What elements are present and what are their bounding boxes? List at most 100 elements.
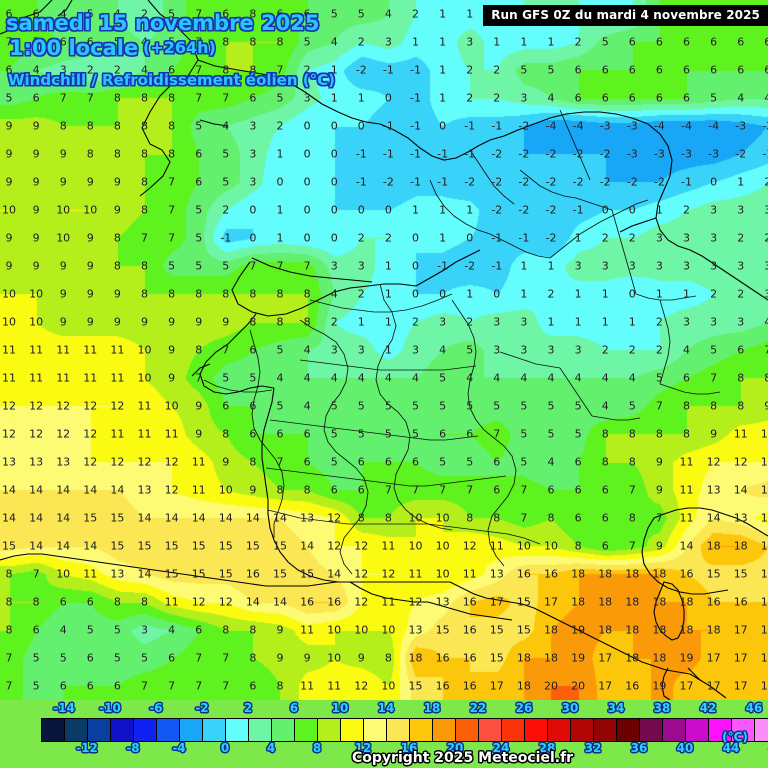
grid-value: 2: [764, 231, 768, 245]
legend-swatch[interactable]: [456, 719, 479, 741]
grid-value: 8: [222, 623, 230, 637]
legend-swatch[interactable]: [318, 719, 341, 741]
legend-swatch[interactable]: [226, 719, 249, 741]
legend-swatch[interactable]: [640, 719, 663, 741]
grid-value: 8: [222, 35, 230, 49]
grid-value: 8: [710, 399, 718, 413]
forecast-lead-label: (+264h): [143, 38, 216, 57]
legend-swatch[interactable]: [548, 719, 571, 741]
legend-swatch[interactable]: [387, 719, 410, 741]
grid-value: 16: [760, 539, 768, 553]
grid-value: -1: [410, 175, 421, 189]
grid-value: 3: [710, 231, 718, 245]
grid-value: 10: [435, 511, 450, 525]
legend-swatch[interactable]: [249, 719, 272, 741]
map-canvas[interactable]: 6645425768665542111222126666677665457888…: [0, 0, 768, 700]
grid-value: 4: [141, 63, 148, 77]
grid-value: 14: [2, 511, 16, 525]
legend-swatch[interactable]: [364, 719, 387, 741]
legend-swatch[interactable]: [157, 719, 180, 741]
legend-swatch[interactable]: [341, 719, 364, 741]
legend-swatch[interactable]: [617, 719, 640, 741]
grid-value: -1: [681, 175, 692, 189]
legend-swatch[interactable]: [203, 719, 226, 741]
grid-value: 5: [222, 259, 230, 273]
grid-value: 4: [737, 91, 745, 105]
legend-swatch[interactable]: [479, 719, 502, 741]
grid-value: 2: [655, 343, 663, 357]
legend-swatch[interactable]: [88, 719, 111, 741]
legend-swatch[interactable]: [111, 719, 134, 741]
legend-swatch[interactable]: [755, 719, 768, 741]
legend-tick: -4: [172, 741, 186, 755]
legend-swatch[interactable]: [525, 719, 548, 741]
grid-value: 15: [435, 623, 450, 637]
grid-value: 16: [245, 567, 260, 581]
grid-value: 7: [195, 679, 203, 693]
grid-value: 2: [357, 35, 365, 49]
grid-value: 13: [137, 483, 152, 497]
color-scale-bar[interactable]: [41, 718, 768, 742]
grid-value: 3: [412, 343, 419, 357]
grid-value: 16: [327, 595, 342, 609]
legend-swatch[interactable]: [502, 719, 525, 741]
legend-swatch[interactable]: [65, 719, 88, 741]
grid-value: 14: [110, 483, 125, 497]
legend-swatch[interactable]: [410, 719, 433, 741]
grid-value: 2: [764, 175, 768, 189]
grid-value: 0: [384, 203, 392, 217]
color-scale-legend[interactable]: (°C) -14-10-6-2261014182226303438424650-…: [0, 700, 768, 768]
legend-tick: 10: [331, 701, 349, 715]
grid-value: 3: [520, 343, 528, 357]
grid-value: 11: [300, 679, 315, 693]
grid-value: 6: [601, 63, 609, 77]
grid-value: 9: [5, 147, 13, 161]
legend-swatch[interactable]: [709, 719, 732, 741]
grid-value: 16: [435, 651, 450, 665]
grid-value: -1: [410, 119, 421, 133]
grid-value: 11: [679, 483, 694, 497]
legend-swatch[interactable]: [594, 719, 617, 741]
grid-value: 5: [195, 119, 203, 133]
legend-swatch[interactable]: [732, 719, 755, 741]
grid-value: 6: [195, 175, 203, 189]
grid-value: 0: [357, 119, 365, 133]
legend-swatch[interactable]: [295, 719, 318, 741]
grid-value: 13: [408, 623, 423, 637]
legend-swatch[interactable]: [42, 719, 65, 741]
grid-value: 14: [273, 595, 287, 609]
grid-value: 7: [195, 371, 203, 385]
grid-value: 6: [574, 63, 582, 77]
grid-value: 2: [737, 231, 745, 245]
grid-value: -2: [545, 231, 557, 245]
grid-value: 14: [327, 567, 342, 581]
grid-value: 4: [547, 91, 555, 105]
legend-swatch[interactable]: [571, 719, 594, 741]
grid-value: 6: [330, 483, 338, 497]
legend-swatch[interactable]: [272, 719, 295, 741]
grid-value: 0: [710, 175, 718, 189]
grid-value: 11: [2, 371, 16, 385]
grid-value: 5: [466, 455, 474, 469]
grid-value: 6: [737, 63, 745, 77]
grid-value: 0: [628, 287, 636, 301]
grid-value: 4: [764, 315, 768, 329]
legend-tick: 8: [312, 741, 322, 755]
grid-value: 0: [412, 259, 419, 273]
legend-swatch[interactable]: [686, 719, 709, 741]
legend-swatch[interactable]: [180, 719, 203, 741]
grid-value: 6: [303, 427, 311, 441]
grid-value: 1: [466, 7, 474, 21]
legend-tick: 42: [699, 701, 717, 715]
grid-value: 15: [2, 539, 16, 553]
grid-value: 12: [327, 511, 342, 525]
grid-value: 1: [574, 315, 582, 329]
grid-value: 17: [733, 679, 748, 693]
legend-swatch[interactable]: [663, 719, 686, 741]
legend-swatch[interactable]: [433, 719, 456, 741]
grid-value: 16: [300, 595, 315, 609]
forecast-time-label: 1:00 locale: [9, 36, 139, 60]
legend-swatch[interactable]: [134, 719, 157, 741]
grid-value: -2: [491, 203, 503, 217]
grid-value: 6: [683, 91, 690, 105]
